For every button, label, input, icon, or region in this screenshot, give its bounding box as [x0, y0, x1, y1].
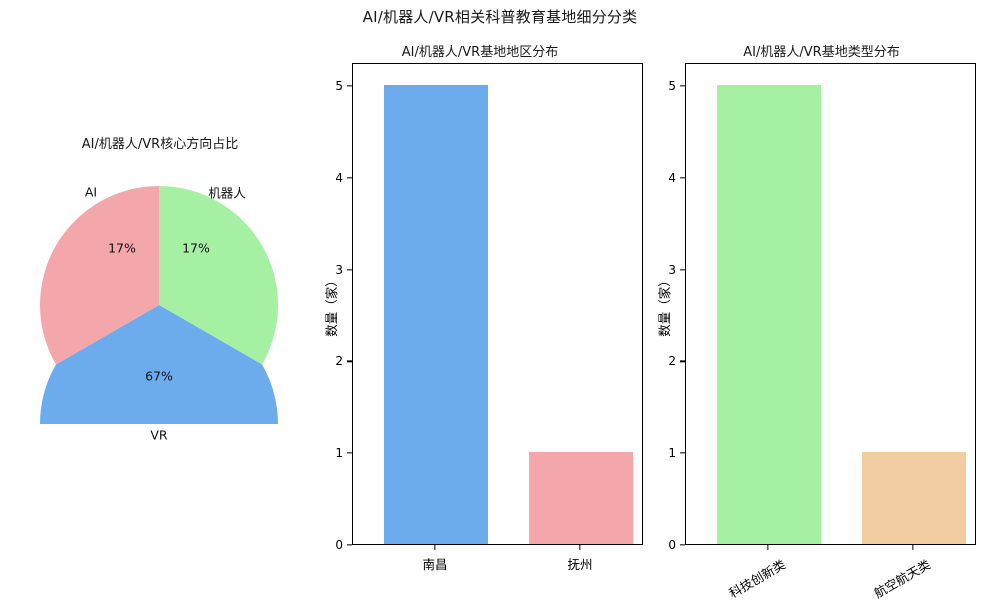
type-ytick-mark-1	[680, 452, 685, 454]
region-xtick-label-fuzhou: 抚州	[567, 557, 593, 572]
type-ytick-mark-3	[680, 268, 685, 271]
region-ytick-2: 2	[335, 354, 343, 369]
pie-label-vr: VR	[150, 427, 168, 443]
region-ytick-mark-1	[347, 452, 352, 454]
type-y-axis-label: 数量（家）	[656, 274, 672, 337]
type-plot-frame	[685, 63, 976, 545]
pie-label-ai: AI	[84, 184, 98, 200]
region-ytick-1: 1	[335, 446, 343, 461]
type-ytick-3: 3	[668, 262, 676, 277]
pie-svg	[40, 186, 278, 424]
region-ytick-0: 0	[335, 538, 343, 552]
type-chart-title: AI/机器人/VR基地类型分布	[743, 45, 900, 60]
pie-percent-robot: 17%	[182, 240, 210, 256]
pie-slice-ai[interactable]	[40, 186, 159, 365]
region-plot-frame	[352, 63, 643, 545]
type-xtick-label-hangkong-hangtian: 航空航天类	[871, 556, 933, 601]
type-bar-keji-chuangxin[interactable]	[717, 85, 821, 544]
region-bar-chart-panel: AI/机器人/VR基地地区分布 数量（家） 0 1 2 3 4 5 南昌 抚州	[310, 0, 650, 600]
region-ytick-3: 3	[335, 262, 343, 277]
type-xtick-mark-1	[912, 545, 914, 550]
region-ytick-4: 4	[335, 170, 343, 185]
type-bars-layer	[686, 64, 975, 544]
region-ytick-mark-2	[347, 360, 352, 363]
pie-percent-ai: 17%	[108, 240, 136, 256]
type-ytick-1: 1	[668, 446, 676, 461]
region-ytick-mark-3	[347, 268, 352, 271]
figure-suptitle: AI/机器人/VR相关科普教育基地细分分类	[362, 8, 638, 26]
region-ytick-mark-5	[347, 85, 352, 87]
pie-percent-vr: 67%	[145, 368, 173, 384]
region-ytick-5: 5	[335, 79, 343, 93]
type-ytick-4: 4	[668, 170, 676, 185]
pie-slice-vr[interactable]	[40, 305, 278, 424]
type-ytick-0: 0	[668, 538, 676, 552]
region-ytick-mark-4	[347, 177, 352, 179]
type-ytick-mark-0	[680, 544, 685, 546]
type-ytick-mark-2	[680, 360, 685, 363]
pie-label-robot: 机器人	[208, 185, 246, 201]
pie-chart-title: AI/机器人/VR核心方向占比	[81, 137, 239, 152]
type-ytick-mark-4	[680, 177, 685, 179]
region-bars-layer	[353, 64, 642, 544]
type-ytick-2: 2	[668, 354, 676, 369]
region-xtick-mark-0	[434, 545, 436, 550]
pie-slice-robot[interactable]	[159, 186, 278, 365]
type-xtick-label-keji-chuangxin: 科技创新类	[726, 556, 788, 601]
type-ytick-mark-5	[680, 85, 685, 87]
type-bar-chart-panel: AI/机器人/VR基地类型分布 数量（家） 0 1 2 3 4 5 科技创新类 …	[643, 0, 1000, 601]
type-ytick-5: 5	[668, 79, 676, 93]
type-bar-hangkong-hangtian[interactable]	[862, 452, 966, 544]
region-ytick-mark-0	[347, 544, 352, 546]
region-y-axis-label: 数量（家）	[323, 274, 339, 337]
type-xtick-mark-0	[767, 545, 769, 550]
region-bar-fuzhou[interactable]	[529, 452, 633, 544]
region-xtick-mark-1	[579, 545, 581, 550]
region-xtick-label-nanchang: 南昌	[422, 557, 448, 572]
region-bar-nanchang[interactable]	[384, 85, 488, 544]
pie-chart-area: 17% 17% 67% 机器人 AI VR	[40, 184, 278, 443]
region-chart-title: AI/机器人/VR基地地区分布	[401, 45, 559, 60]
